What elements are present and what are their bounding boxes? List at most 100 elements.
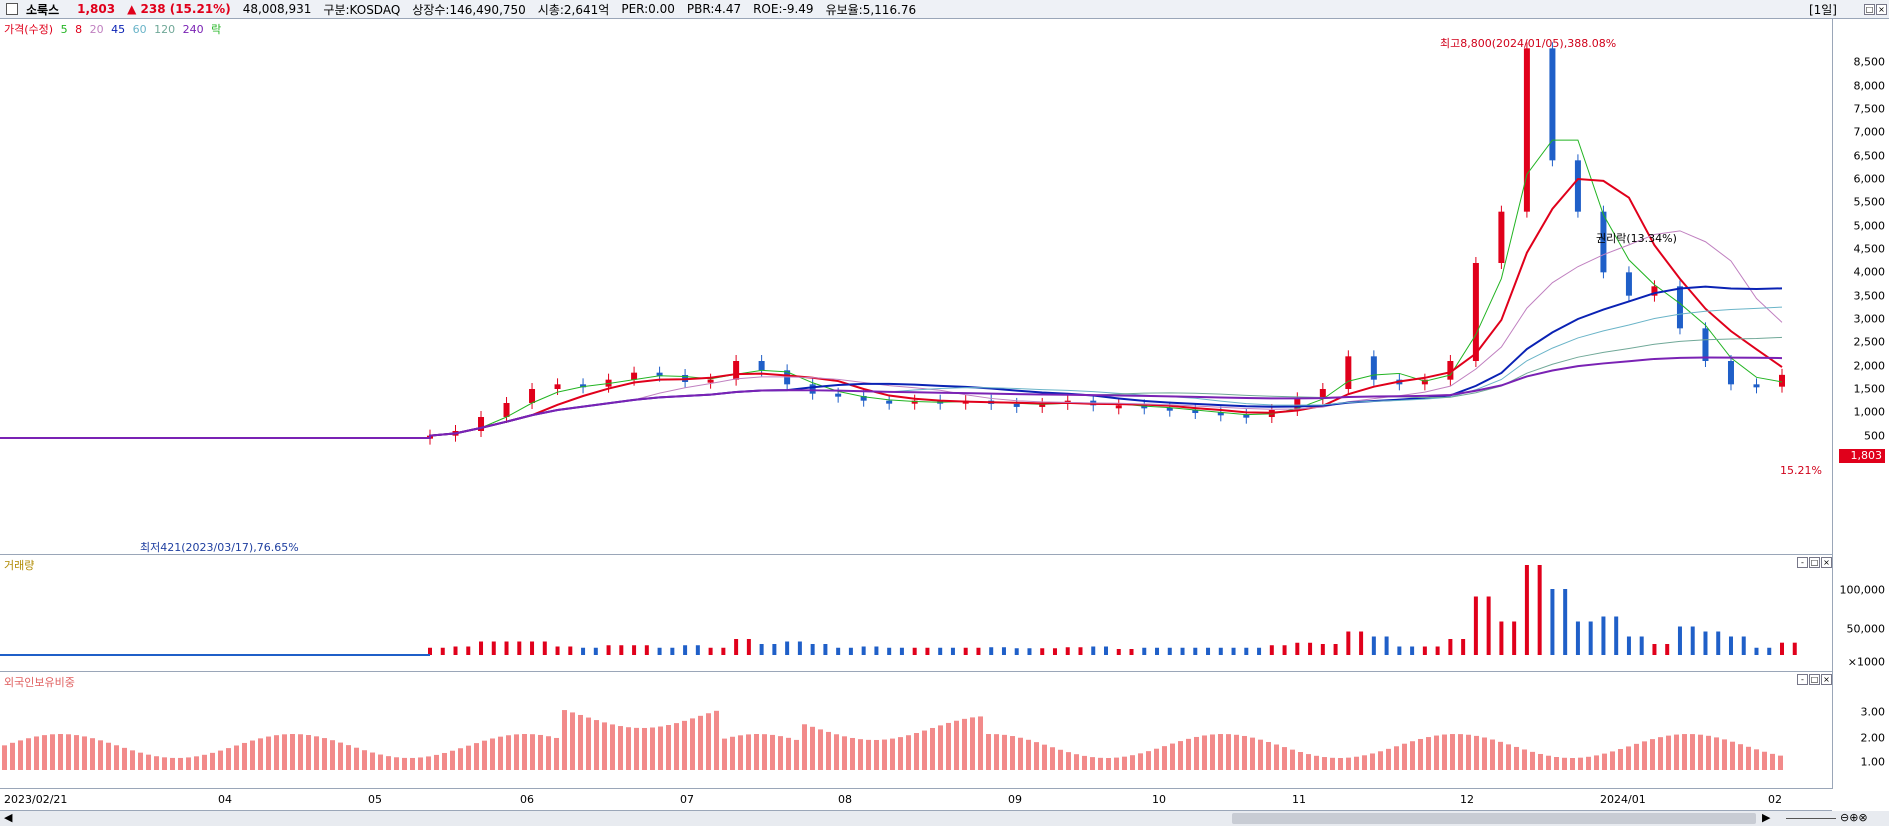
foreign-bar: [1226, 734, 1231, 770]
candle: [784, 370, 791, 385]
date-label: 04: [218, 793, 232, 806]
maximize-icon[interactable]: □: [1809, 674, 1820, 685]
maximize-icon[interactable]: □: [1809, 557, 1820, 568]
foreign-bar: [770, 734, 775, 770]
legend-price[interactable]: 가격(수정): [4, 23, 54, 36]
moving-average-line: [0, 356, 1783, 439]
volume-bar: [1384, 636, 1389, 655]
foreign-bar: [834, 734, 839, 770]
legend-rak[interactable]: 락: [211, 23, 222, 36]
stock-name[interactable]: 소룩스: [26, 2, 60, 17]
price-tick: 3,500: [1853, 289, 1886, 303]
zoom-icons[interactable]: ⊖⊕⊗: [1840, 811, 1868, 824]
foreign-bar: [1674, 734, 1679, 770]
volume-chart[interactable]: [0, 555, 1832, 671]
price-axis[interactable]: 8,500 8,000 7,500 7,000 6,500 6,000 5,500 5,000…: [1832, 19, 1889, 555]
foreign-chart[interactable]: [0, 672, 1832, 788]
price-chart[interactable]: [0, 19, 1832, 554]
volume-bar: [848, 647, 853, 655]
volume-bar: [1155, 647, 1160, 655]
foreign-bar: [874, 739, 879, 770]
close-icon[interactable]: ×: [1876, 4, 1887, 15]
legend-ma45[interactable]: 45: [111, 23, 126, 36]
volume-bar: [1767, 647, 1772, 655]
volume-bar: [1257, 647, 1262, 655]
foreign-bar: [1762, 751, 1767, 770]
foreign-bar: [1594, 755, 1599, 770]
price-pane[interactable]: 가격(수정) 5 8 20 45 60 120 240 락 최고8,800(20…: [0, 19, 1832, 555]
date-axis[interactable]: 2023/02/21 04 05 06 07 08 09 10 11 12 2024/01 02: [0, 789, 1832, 811]
foreign-bar: [978, 716, 983, 770]
foreign-bar: [1154, 748, 1159, 770]
foreign-bar: [114, 745, 119, 770]
foreign-bar: [818, 729, 823, 770]
volume-bar: [1180, 647, 1185, 655]
volume-bar: [644, 645, 649, 655]
foreign-bar: [1042, 744, 1047, 770]
foreign-bar: [1194, 736, 1199, 770]
volume-bar: [1550, 589, 1555, 655]
legend-ma120[interactable]: 120: [154, 23, 176, 36]
volume-bar: [746, 639, 751, 655]
foreign-bar: [1146, 751, 1151, 770]
low-annotation: 최저421(2023/03/17),76.65%: [140, 541, 299, 554]
foreign-bar: [634, 727, 639, 770]
date-label: 02: [1768, 793, 1782, 806]
foreign-bar: [714, 710, 719, 770]
foreign-bar: [106, 742, 111, 770]
foreign-bar: [642, 727, 647, 770]
foreign-bar: [1098, 757, 1103, 770]
foreign-bar: [1714, 737, 1719, 770]
foreign-bar: [338, 742, 343, 770]
legend-ma8[interactable]: 8: [75, 23, 83, 36]
legend-ma20[interactable]: 20: [89, 23, 104, 36]
volume-bar: [1308, 642, 1313, 655]
volume-pane[interactable]: 거래량 - □ ×: [0, 555, 1832, 672]
foreign-bar: [650, 727, 655, 770]
period-selector[interactable]: [1일]: [1808, 2, 1837, 17]
foreign-bar: [354, 747, 359, 770]
select-checkbox[interactable]: [6, 3, 18, 15]
minimize-icon[interactable]: -: [1797, 557, 1808, 568]
foreign-bar: [1442, 734, 1447, 770]
last-price-marker: 1,803: [1839, 449, 1885, 463]
volume-bar: [1231, 647, 1236, 655]
candle: [1651, 286, 1658, 296]
close-icon[interactable]: ×: [1821, 674, 1832, 685]
maximize-icon[interactable]: □: [1864, 4, 1875, 15]
foreign-bar: [34, 736, 39, 770]
ma-legend: 가격(수정) 5 8 20 45 60 120 240 락: [4, 21, 225, 37]
close-icon[interactable]: ×: [1821, 557, 1832, 568]
foreign-pane[interactable]: 외국인보유비중 - □ ×: [0, 672, 1832, 789]
volume-bar: [1346, 631, 1351, 655]
foreign-bar: [1538, 753, 1543, 770]
zoom-slider[interactable]: [1786, 818, 1836, 819]
candle: [1753, 384, 1760, 388]
scroll-right-icon[interactable]: ▶: [1762, 811, 1771, 824]
foreign-bar: [250, 740, 255, 770]
volume-bar: [1652, 644, 1657, 655]
candle: [1013, 403, 1020, 407]
legend-ma240[interactable]: 240: [182, 23, 204, 36]
minimize-icon[interactable]: -: [1797, 674, 1808, 685]
foreign-bar: [1210, 734, 1215, 770]
scrollbar-thumb[interactable]: [1232, 813, 1756, 824]
volume-axis[interactable]: 100,000 50,000 ×1000: [1832, 555, 1889, 672]
volume-bar: [1780, 642, 1784, 655]
scroll-left-icon[interactable]: ◀: [4, 811, 13, 824]
foreign-pane-controls[interactable]: - □ ×: [1797, 674, 1832, 685]
candle: [733, 361, 740, 380]
foreign-bar: [954, 720, 959, 770]
foreign-bar: [1690, 734, 1695, 770]
foreign-bar: [162, 757, 167, 770]
legend-ma60[interactable]: 60: [132, 23, 147, 36]
volume-bar: [530, 641, 535, 655]
foreign-axis[interactable]: 3.00 2.00 1.00: [1832, 672, 1889, 789]
foreign-bar: [226, 748, 231, 770]
volume-pane-controls[interactable]: - □ ×: [1797, 557, 1832, 568]
legend-ma5[interactable]: 5: [60, 23, 68, 36]
foreign-bar: [722, 738, 727, 770]
volume-bar: [1116, 649, 1121, 655]
window-controls[interactable]: □ ×: [1864, 4, 1887, 15]
horizontal-scrollbar[interactable]: ◀ ▶ ⊖⊕⊗: [0, 811, 1889, 826]
